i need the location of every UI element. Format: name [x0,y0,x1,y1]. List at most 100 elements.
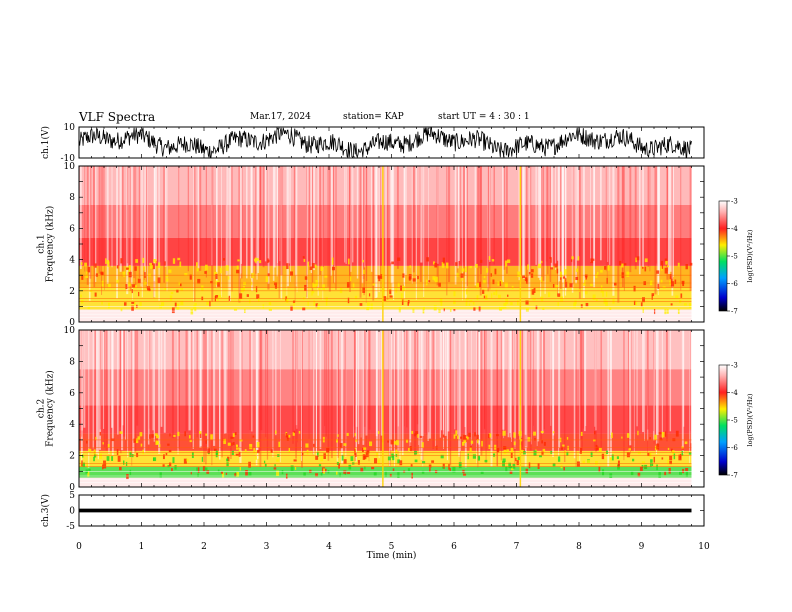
spectrogram-streak [106,166,109,284]
spectrogram-streak [378,330,380,458]
spectrogram-speckle [243,281,246,285]
spectrogram-streak [446,166,448,296]
spectrogram-speckle [669,455,673,461]
spectrogram-streak [623,330,625,457]
spectrogram-speckle [85,471,88,474]
spectrogram-streak [523,166,526,280]
spectrogram-speckle [177,431,180,437]
spectrogram-streak [251,330,253,432]
spectrogram-speckle [343,459,347,464]
spectrogram-speckle [601,453,605,460]
spectrogram-speckle [596,271,599,275]
spectrogram-streak [279,166,281,262]
spectrogram-streak [362,330,365,445]
spectrogram-streak [411,166,413,284]
spectrogram-speckle [440,454,444,459]
spectrogram-streak [300,330,302,461]
spectrogram-streak [251,166,254,291]
spectrogram-speckle [400,293,403,299]
spectrogram-streak [292,330,294,444]
spectrogram-speckle [472,301,475,305]
spectrogram-streak [672,166,674,277]
spectrogram-speckle [293,302,295,308]
spectrogram-speckle [378,275,381,279]
spectrogram-streak [119,330,121,428]
spectrogram-speckle [168,449,172,453]
spectrogram-speckle [184,431,187,437]
x-tick-label: 0 [76,542,82,552]
spectrogram-speckle [408,274,412,280]
spectrogram-speckle [502,458,506,463]
spectrogram-streak [396,166,399,269]
spectrogram-streak [144,166,146,276]
spectrogram-speckle [587,460,591,464]
spectrogram-speckle [86,463,89,468]
spectrogram-streak [540,166,543,284]
ch2-spectrogram-tick-label: 6 [69,389,75,399]
spectrogram-speckle [302,256,305,259]
spectrogram-speckle [84,262,87,267]
spectrogram-streak [487,166,490,292]
spectrogram-speckle [498,306,501,311]
spectrogram-speckle [180,300,184,306]
spectrogram-speckle [210,281,213,284]
spectrogram-streak [647,166,650,267]
spectrogram-speckle [537,463,540,470]
spectrogram-speckle [414,459,418,463]
spectrogram-speckle [93,449,96,455]
spectrogram-speckle [176,303,180,310]
spectrogram-speckle [459,436,463,439]
spectrogram-streak [403,330,405,427]
spectrogram-streak [324,330,326,427]
spectrogram-speckle [470,440,474,444]
spectrogram-speckle [639,466,643,472]
spectrogram-streak [325,330,327,437]
spectrogram-speckle [541,260,543,264]
spectrogram-speckle [166,278,169,282]
spectrogram-streak [414,330,417,456]
spectrogram-streak [428,330,431,439]
spectrogram-streak [312,166,316,271]
spectrogram-streak [280,330,281,463]
colorbar-label: log(PSD)(V²/Hz) [746,393,754,446]
spectrogram-streak [311,166,314,292]
spectrogram-speckle [516,460,519,466]
spectrogram-speckle [99,431,102,436]
spectrogram-streak [344,166,346,263]
spectrogram-speckle [669,274,672,280]
ch2-spectrogram-tick-label: 2 [69,452,75,462]
spectrogram-speckle [125,461,128,467]
spectrogram-speckle [503,302,507,309]
spectrogram-speckle [210,434,213,440]
spectrogram-speckle [397,459,401,464]
spectrogram-streak [537,330,540,442]
spectrogram-streak [560,166,562,289]
spectrogram-streak [420,330,423,460]
spectrogram-speckle [642,306,645,313]
spectrogram-speckle [294,466,297,470]
spectrogram-speckle [623,263,627,266]
spectrogram-speckle [273,467,277,470]
spectrogram-speckle [389,473,392,477]
spectrogram-streak [435,330,436,447]
spectrogram-speckle [661,264,664,269]
spectrogram-speckle [138,291,140,297]
spectrogram-streak [158,330,161,454]
spectrogram-streak [116,166,119,299]
spectrogram-streak [191,330,193,448]
spectrogram-streak [102,166,104,267]
ch2-spectrogram-tick-label: 0 [69,483,75,493]
spectrogram-speckle [582,460,585,464]
spectrogram-streak [319,166,322,275]
spectrogram-speckle [390,439,394,445]
spectrogram-streak [390,166,393,284]
spectrogram-streak [555,166,557,270]
spectrogram-speckle [348,464,352,470]
spectrogram-speckle [480,471,484,474]
spectrogram-streak [98,166,101,274]
spectrogram-streak [542,330,546,430]
spectrogram-speckle [613,282,617,286]
spectrogram-streak [265,330,267,438]
spectrogram-speckle [656,270,660,274]
spectrogram-speckle [565,278,567,282]
